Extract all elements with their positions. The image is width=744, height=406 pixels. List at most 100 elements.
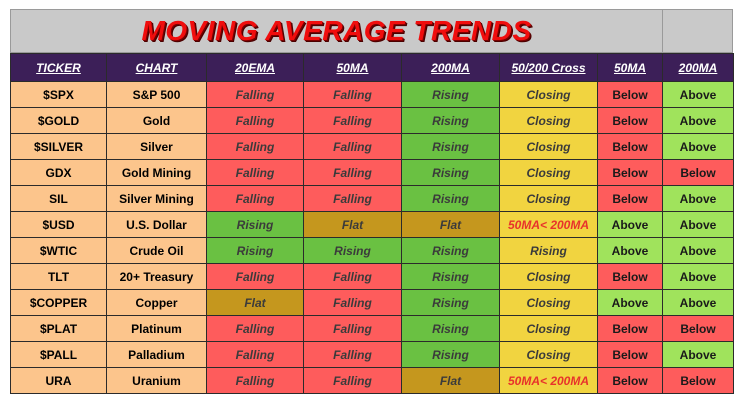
ma50-cell[interactable]: Falling	[303, 185, 402, 212]
header-chart[interactable]: CHART	[106, 53, 207, 82]
ma50-cell[interactable]: Rising	[303, 237, 402, 264]
ma50-cell[interactable]: Falling	[303, 133, 402, 160]
price-vs-50ma-cell[interactable]: Below	[597, 81, 663, 108]
chart-cell[interactable]: Silver Mining	[106, 185, 207, 212]
ema20-cell[interactable]: Falling	[206, 159, 304, 186]
ma200-cell[interactable]: Rising	[401, 289, 500, 316]
cross-cell[interactable]: Closing	[499, 159, 598, 186]
price-vs-50ma-cell[interactable]: Below	[597, 133, 663, 160]
price-vs-50ma-cell[interactable]: Below	[597, 315, 663, 342]
header-200ma[interactable]: 200MA	[401, 53, 500, 82]
cross-cell[interactable]: Closing	[499, 185, 598, 212]
price-vs-50ma-cell[interactable]: Below	[597, 107, 663, 134]
ema20-cell[interactable]: Falling	[206, 185, 304, 212]
ticker-cell[interactable]: $WTIC	[10, 237, 107, 264]
ticker-cell[interactable]: TLT	[10, 263, 107, 290]
chart-cell[interactable]: Copper	[106, 289, 207, 316]
price-vs-50ma-cell[interactable]: Below	[597, 367, 663, 394]
ma50-cell[interactable]: Falling	[303, 81, 402, 108]
ticker-cell[interactable]: SIL	[10, 185, 107, 212]
ema20-cell[interactable]: Rising	[206, 237, 304, 264]
cross-cell[interactable]: Closing	[499, 81, 598, 108]
ma200-cell[interactable]: Rising	[401, 133, 500, 160]
price-vs-200ma-cell[interactable]: Above	[662, 81, 734, 108]
ma50-cell[interactable]: Falling	[303, 367, 402, 394]
price-vs-50ma-cell[interactable]: Below	[597, 159, 663, 186]
ma200-cell[interactable]: Flat	[401, 211, 500, 238]
chart-cell[interactable]: Palladium	[106, 341, 207, 368]
header-50ma[interactable]: 50MA	[303, 53, 402, 82]
price-vs-50ma-cell[interactable]: Above	[597, 211, 663, 238]
header-price-vs-200ma[interactable]: 200MA	[662, 53, 734, 82]
price-vs-50ma-cell[interactable]: Below	[597, 185, 663, 212]
ma50-cell[interactable]: Falling	[303, 315, 402, 342]
price-vs-200ma-cell[interactable]: Above	[662, 107, 734, 134]
price-vs-200ma-cell[interactable]: Above	[662, 341, 734, 368]
price-vs-200ma-cell[interactable]: Below	[662, 159, 734, 186]
chart-cell[interactable]: 20+ Treasury	[106, 263, 207, 290]
title-cell[interactable]: MOVING AVERAGE TRENDS	[10, 9, 663, 53]
price-vs-50ma-cell[interactable]: Above	[597, 237, 663, 264]
price-vs-200ma-cell[interactable]: Above	[662, 263, 734, 290]
price-vs-50ma-cell[interactable]: Below	[597, 263, 663, 290]
chart-cell[interactable]: Crude Oil	[106, 237, 207, 264]
ma200-cell[interactable]: Rising	[401, 159, 500, 186]
ema20-cell[interactable]: Falling	[206, 81, 304, 108]
cross-cell[interactable]: Closing	[499, 315, 598, 342]
chart-cell[interactable]: S&P 500	[106, 81, 207, 108]
ma50-cell[interactable]: Falling	[303, 341, 402, 368]
chart-cell[interactable]: Uranium	[106, 367, 207, 394]
cross-cell[interactable]: 50MA< 200MA	[499, 211, 598, 238]
price-vs-200ma-cell[interactable]: Above	[662, 185, 734, 212]
price-vs-200ma-cell[interactable]: Above	[662, 237, 734, 264]
ticker-cell[interactable]: $USD	[10, 211, 107, 238]
ma200-cell[interactable]: Rising	[401, 263, 500, 290]
cross-cell[interactable]: 50MA< 200MA	[499, 367, 598, 394]
cross-cell[interactable]: Rising	[499, 237, 598, 264]
price-vs-200ma-cell[interactable]: Below	[662, 367, 734, 394]
price-vs-200ma-cell[interactable]: Above	[662, 211, 734, 238]
chart-cell[interactable]: Silver	[106, 133, 207, 160]
price-vs-50ma-cell[interactable]: Below	[597, 341, 663, 368]
ma200-cell[interactable]: Rising	[401, 107, 500, 134]
ma50-cell[interactable]: Falling	[303, 107, 402, 134]
price-vs-200ma-cell[interactable]: Above	[662, 133, 734, 160]
title-side-cell[interactable]	[663, 9, 733, 53]
cross-cell[interactable]: Closing	[499, 107, 598, 134]
header-20ema[interactable]: 20EMA	[206, 53, 304, 82]
ma50-cell[interactable]: Flat	[303, 211, 402, 238]
ticker-cell[interactable]: $COPPER	[10, 289, 107, 316]
price-vs-200ma-cell[interactable]: Below	[662, 315, 734, 342]
price-vs-50ma-cell[interactable]: Above	[597, 289, 663, 316]
chart-cell[interactable]: U.S. Dollar	[106, 211, 207, 238]
header-50-200-cross[interactable]: 50/200 Cross	[499, 53, 598, 82]
ma50-cell[interactable]: Falling	[303, 289, 402, 316]
ticker-cell[interactable]: $SPX	[10, 81, 107, 108]
ticker-cell[interactable]: URA	[10, 367, 107, 394]
ema20-cell[interactable]: Falling	[206, 367, 304, 394]
ema20-cell[interactable]: Falling	[206, 315, 304, 342]
cross-cell[interactable]: Closing	[499, 263, 598, 290]
ma200-cell[interactable]: Rising	[401, 341, 500, 368]
ma200-cell[interactable]: Rising	[401, 81, 500, 108]
ema20-cell[interactable]: Falling	[206, 341, 304, 368]
chart-cell[interactable]: Platinum	[106, 315, 207, 342]
ma50-cell[interactable]: Falling	[303, 263, 402, 290]
ticker-cell[interactable]: $SILVER	[10, 133, 107, 160]
ticker-cell[interactable]: GDX	[10, 159, 107, 186]
cross-cell[interactable]: Closing	[499, 289, 598, 316]
ma50-cell[interactable]: Falling	[303, 159, 402, 186]
ema20-cell[interactable]: Falling	[206, 133, 304, 160]
ma200-cell[interactable]: Rising	[401, 315, 500, 342]
chart-cell[interactable]: Gold	[106, 107, 207, 134]
ticker-cell[interactable]: $PLAT	[10, 315, 107, 342]
cross-cell[interactable]: Closing	[499, 133, 598, 160]
cross-cell[interactable]: Closing	[499, 341, 598, 368]
ticker-cell[interactable]: $GOLD	[10, 107, 107, 134]
header-price-vs-50ma[interactable]: 50MA	[597, 53, 663, 82]
chart-cell[interactable]: Gold Mining	[106, 159, 207, 186]
ema20-cell[interactable]: Falling	[206, 107, 304, 134]
ema20-cell[interactable]: Rising	[206, 211, 304, 238]
ticker-cell[interactable]: $PALL	[10, 341, 107, 368]
ma200-cell[interactable]: Flat	[401, 367, 500, 394]
